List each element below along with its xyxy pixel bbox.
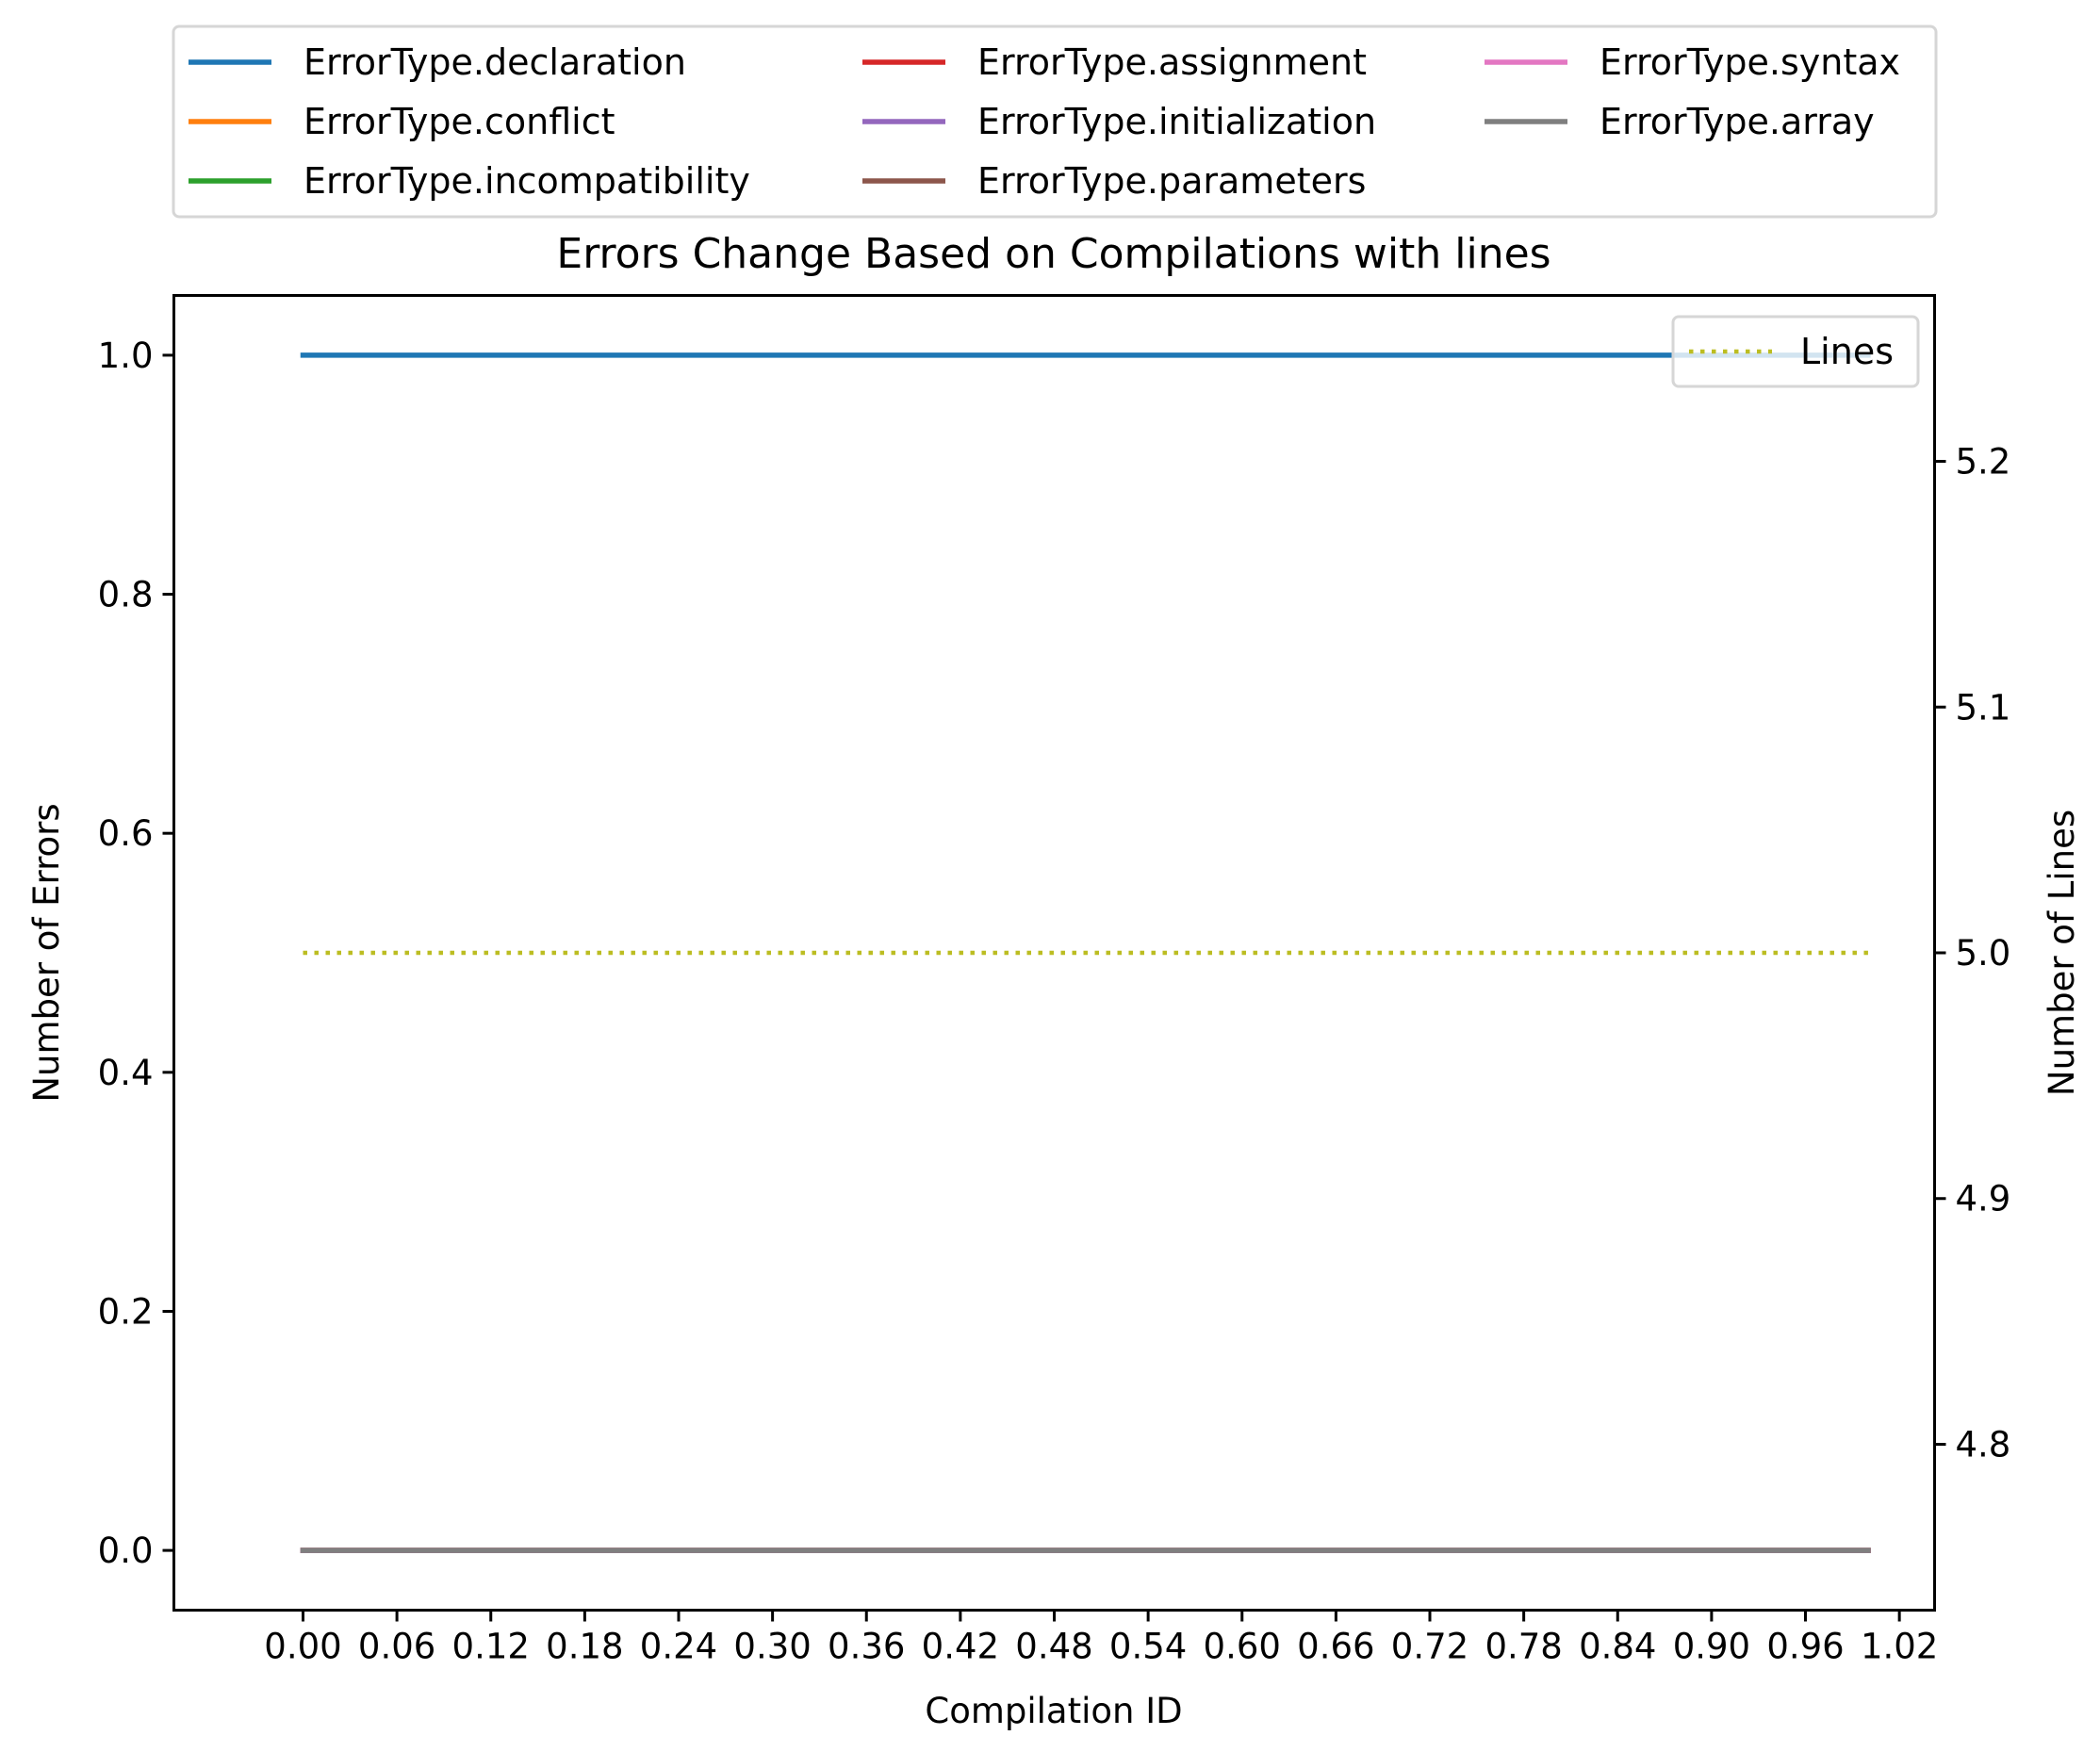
x-axis-label: Compilation ID xyxy=(925,1691,1182,1731)
x-tick-label: 0.84 xyxy=(1579,1627,1656,1667)
y-axis: 0.0 0.2 0.4 0.6 0.8 1.0 xyxy=(98,336,174,1571)
y-tick-label: 0.0 xyxy=(98,1531,154,1571)
y-tick-label: 0.4 xyxy=(98,1053,154,1093)
x-tick-label: 0.42 xyxy=(922,1627,999,1667)
x-tick-label: 0.54 xyxy=(1109,1627,1187,1667)
x-tick-label: 0.36 xyxy=(828,1627,905,1667)
legend-label: ErrorType.syntax xyxy=(1600,41,1900,83)
x-tick-label: 0.78 xyxy=(1485,1627,1562,1667)
y2-tick-label: 5.2 xyxy=(1956,442,2011,483)
x-axis: 0.00 0.06 0.12 0.18 0.24 0.30 0.36 0.42 0.48 0.54… xyxy=(264,1610,1938,1667)
y2-axis: 4.8 4.9 5.0 5.1 5.2 xyxy=(1934,442,2011,1465)
legend-label: ErrorType.incompatibility xyxy=(304,160,750,202)
legend-label: ErrorType.conflict xyxy=(304,101,615,142)
x-tick-label: 1.02 xyxy=(1861,1627,1938,1667)
x-tick-label: 0.60 xyxy=(1204,1627,1281,1667)
y-tick-label: 0.2 xyxy=(98,1291,154,1332)
legend-label: ErrorType.parameters xyxy=(977,160,1366,202)
legend: ErrorType.declaration ErrorType.conflict E… xyxy=(172,25,1938,219)
y-tick-label: 0.6 xyxy=(98,813,154,854)
y-tick-label: 1.0 xyxy=(98,336,154,376)
lines-legend: Lines xyxy=(1671,315,1920,388)
y2-axis-label: Number of Lines xyxy=(2042,810,2082,1096)
x-tick-label: 0.48 xyxy=(1015,1627,1092,1667)
x-tick-label: 0.66 xyxy=(1297,1627,1374,1667)
x-tick-label: 0.06 xyxy=(358,1627,435,1667)
x-tick-label: 0.90 xyxy=(1673,1627,1750,1667)
legend-label: ErrorType.declaration xyxy=(304,41,686,83)
legend-label: ErrorType.assignment xyxy=(977,41,1367,83)
plot-frame xyxy=(172,294,1936,1612)
legend-box xyxy=(172,25,1938,219)
legend-label: ErrorType.initialization xyxy=(977,101,1376,142)
chart-title: Errors Change Based on Compilations with… xyxy=(556,230,1550,278)
legend-label: Lines xyxy=(1800,331,1894,372)
y-tick-label: 0.8 xyxy=(98,575,154,615)
x-tick-label: 0.18 xyxy=(546,1627,623,1667)
lines-legend-box xyxy=(1671,315,1920,388)
y2-tick-label: 4.9 xyxy=(1956,1179,2011,1220)
series-layer xyxy=(300,352,1871,1553)
x-tick-label: 0.24 xyxy=(640,1627,717,1667)
y2-tick-label: 5.1 xyxy=(1956,687,2011,728)
x-tick-label: 0.96 xyxy=(1766,1627,1844,1667)
y2-tick-label: 4.8 xyxy=(1956,1424,2011,1465)
x-tick-label: 0.72 xyxy=(1391,1627,1468,1667)
legend-label: ErrorType.array xyxy=(1600,101,1875,142)
y2-tick-label: 5.0 xyxy=(1956,933,2011,974)
x-tick-label: 0.30 xyxy=(733,1627,811,1667)
x-tick-label: 0.00 xyxy=(264,1627,341,1667)
x-tick-label: 0.12 xyxy=(452,1627,530,1667)
y-axis-label: Number of Errors xyxy=(26,803,67,1102)
